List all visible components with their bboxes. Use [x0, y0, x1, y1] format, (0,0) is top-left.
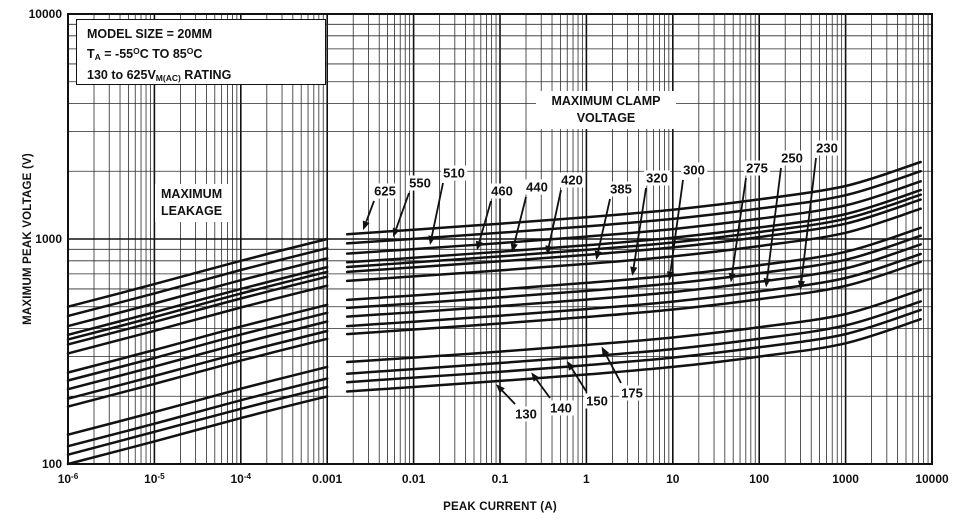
curve-625: [66, 237, 329, 308]
curve-510: [345, 180, 922, 255]
conditions-line: MODEL SIZE = 20MM: [87, 27, 213, 41]
arrowhead-150: [567, 361, 576, 371]
max-clamp-line2: VOLTAGE: [576, 111, 636, 125]
x-tick: 10-6: [57, 472, 79, 486]
curve-250: [66, 329, 329, 400]
y-tick: 10000: [28, 7, 62, 21]
curve-300: [66, 311, 329, 382]
arrowhead-460: [475, 240, 483, 251]
x-tick: 0.001: [312, 472, 343, 486]
curve-230: [345, 260, 922, 336]
curve-label-420: 420: [559, 172, 585, 188]
arrowhead-140: [531, 372, 540, 382]
x-tick: 10-5: [144, 472, 165, 486]
curve-275: [66, 320, 329, 391]
curve-label-385: 385: [608, 181, 634, 197]
conditions-box: MODEL SIZE = 20MM TA = -55OC TO 85OC 130 t…: [76, 19, 326, 85]
curve-140: [345, 308, 922, 384]
x-axis-title: PEAK CURRENT (A): [443, 501, 557, 513]
curve-385: [66, 284, 329, 355]
arrowhead-175: [601, 346, 610, 357]
curve-label-320: 320: [644, 170, 670, 186]
curve-175: [66, 365, 329, 436]
x-tick: 1: [583, 472, 590, 486]
curve-label-230: 230: [814, 140, 840, 156]
arrowhead-440: [510, 242, 518, 253]
arrowhead-625: [362, 220, 370, 231]
curve-label-250: 250: [779, 150, 805, 166]
curve-510: [66, 257, 329, 328]
curve-420: [345, 198, 922, 274]
arrowhead-510: [428, 235, 436, 245]
arrowhead-550: [392, 227, 400, 238]
curve-230: [66, 337, 329, 408]
curve-label-460: 460: [489, 183, 515, 199]
arrowhead-385: [594, 250, 602, 261]
curve-550: [66, 246, 329, 318]
max-clamp-line1: MAXIMUM CLAMP: [551, 94, 661, 108]
curve-label-510: 510: [441, 165, 467, 181]
arrowhead-250: [763, 277, 771, 288]
curve-130: [345, 317, 922, 393]
y-axis-title: MAXIMUM PEAK VOLTAGE (V): [22, 153, 34, 325]
curve-460: [66, 265, 329, 337]
x-tick: 10-4: [230, 472, 252, 486]
curve-label-130: 130: [513, 406, 539, 422]
curve-250: [345, 252, 922, 328]
arrowhead-420: [545, 245, 553, 255]
conditions-line: 130 to 625VM(AC) RATING: [87, 68, 232, 84]
curve-label-140: 140: [548, 400, 574, 416]
curve-130: [66, 395, 329, 466]
curve-140: [66, 385, 329, 456]
max-clamp-annotation: MAXIMUM CLAMP VOLTAGE: [536, 91, 676, 129]
arrowhead-275: [728, 272, 736, 283]
curve-550: [345, 169, 922, 245]
curve-label-150: 150: [584, 393, 610, 409]
x-tick: 10: [666, 472, 680, 486]
x-tick: 100: [749, 472, 770, 486]
curve-150: [66, 377, 329, 448]
arrowhead-320: [630, 266, 638, 276]
arrowhead-230: [797, 280, 806, 290]
curve-150: [345, 300, 922, 375]
x-tick: 10000: [915, 472, 949, 486]
curve-label-625: 625: [372, 183, 398, 199]
curve-420: [66, 275, 329, 346]
conditions-line: TA = -55OC TO 85OC: [87, 46, 203, 63]
curve-175: [345, 288, 922, 364]
curve-label-275: 275: [744, 160, 770, 176]
max-leakage-annotation: MAXIMUM LEAKAGE: [155, 184, 229, 222]
arrowhead-300: [666, 271, 675, 281]
x-tick: 1000: [832, 472, 859, 486]
x-tick: 0.01: [401, 472, 426, 486]
curve-440: [345, 193, 922, 269]
curve-385: [345, 207, 922, 283]
x-tick: 0.1: [491, 472, 509, 486]
y-tick: 100: [41, 457, 62, 471]
curve-625: [345, 160, 922, 236]
y-tick: 1000: [35, 232, 62, 246]
curve-300: [345, 234, 922, 310]
curve-label-175: 175: [619, 385, 645, 401]
arrowhead-130: [496, 384, 505, 394]
curve-320: [345, 226, 922, 302]
curve-label-300: 300: [681, 162, 707, 178]
curve-label-440: 440: [524, 179, 550, 195]
max-leakage-line2: LEAKAGE: [161, 204, 223, 218]
curve-275: [345, 243, 922, 318]
curve-label-550: 550: [407, 175, 433, 191]
curve-320: [66, 303, 329, 374]
curve-440: [66, 270, 329, 341]
curve-460: [345, 188, 922, 264]
max-leakage-line1: MAXIMUM: [161, 187, 223, 201]
